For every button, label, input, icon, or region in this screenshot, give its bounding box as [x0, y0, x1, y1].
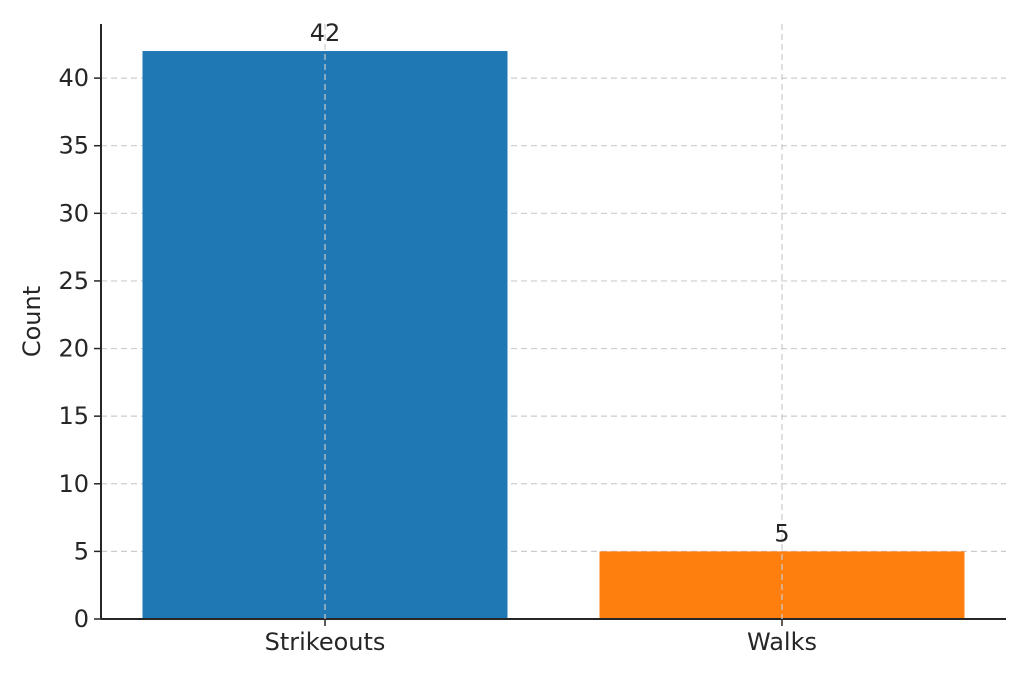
y-tick-label: 0: [74, 605, 89, 633]
y-tick-label: 30: [58, 199, 89, 227]
y-tick-label: 15: [58, 402, 89, 430]
y-tick-label: 35: [58, 132, 89, 160]
axis-layer: [94, 24, 1006, 626]
data-label: 5: [774, 519, 789, 547]
x-tick-label: Walks: [747, 628, 817, 656]
y-tick-label: 25: [58, 267, 89, 295]
y-tick-label: 40: [58, 64, 89, 92]
y-axis-label: Count: [18, 286, 46, 357]
y-tick-label: 10: [58, 470, 89, 498]
label-layer: 0 5 10 15 20 25 30 35 40 Strikeouts 42 Walks 5: [58, 19, 817, 656]
data-label: 42: [310, 19, 341, 47]
y-tick-label: 20: [58, 335, 89, 363]
y-tick-label: 5: [74, 537, 89, 565]
bar-layer: [142, 51, 965, 619]
x-tick-label: Strikeouts: [265, 628, 386, 656]
